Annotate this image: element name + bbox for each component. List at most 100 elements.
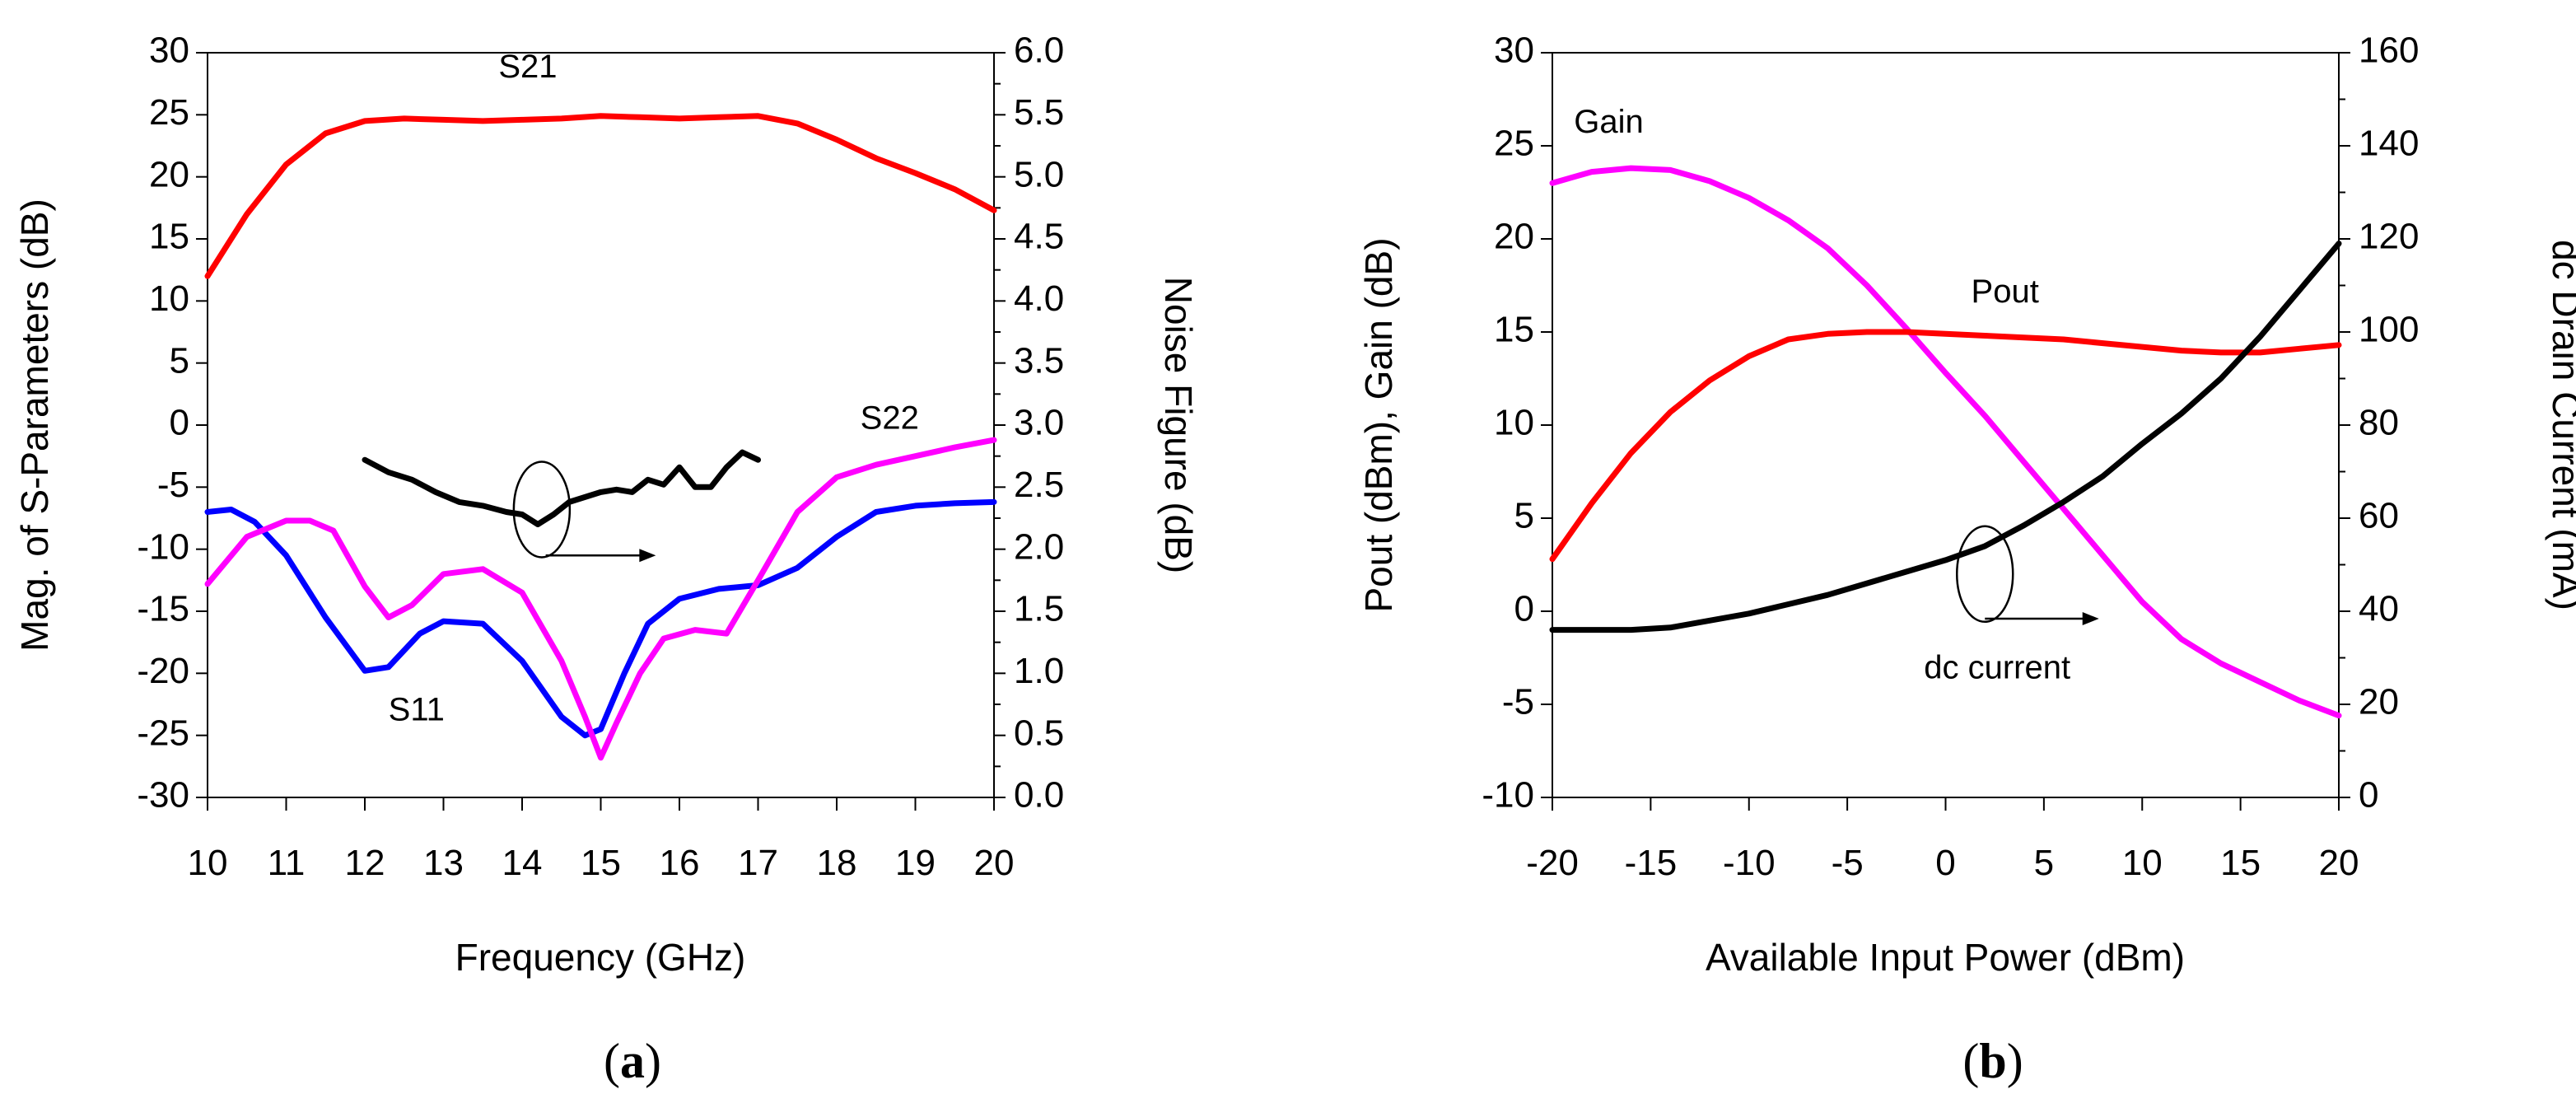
a-y2-tick-label: 4.0 [1014,278,1064,319]
panel-a-annotations: S21 S11 S22 [389,49,919,727]
a-y-tick-label: 10 [149,278,189,319]
a-y-tick-label: 25 [149,92,189,133]
a-y2-tick-label: 5.5 [1014,92,1064,133]
panel-a-y-axis-title: Mag. of S-Parameters (dB) [13,199,56,652]
panel-a-ticks: 10 11 12 13 14 15 16 17 18 19 20 -30 -25 -20 -15 -10 -5 0… [137,30,1064,883]
b-y-tick-label: 0 [1514,589,1534,629]
b-y2-tick-label: 120 [2359,217,2419,257]
a-x-tick-label: 18 [817,843,857,883]
a-x-tick-label: 20 [974,843,1015,883]
b-x-tick-label: 10 [2122,843,2163,883]
a-y2-tick-label: 3.5 [1014,340,1064,381]
panel-a-caption: (a) [604,1034,661,1088]
b-y-tick-label: 25 [1494,124,1534,164]
a-y2-tick-label: 2.5 [1014,465,1064,505]
a-y-tick-label: -20 [137,651,189,691]
dc-current-arrowhead [2082,612,2099,626]
a-y-tick-label: 15 [149,217,189,257]
b-x-tick-label: 15 [2220,843,2261,883]
a-series-noise-figure [362,449,761,527]
panel-b-annotations: Gain Pout dc current [1574,104,2099,685]
b-y-tick-label: 30 [1494,30,1534,71]
s21-label: S21 [498,49,557,85]
panel-b-plot-frame [1552,52,2340,798]
a-y-tick-label: -25 [137,713,189,753]
panel-b-ticks: -20 -15 -10 -5 0 5 10 15 20-10-50510152025300204… [1482,30,2419,883]
b-y2-tick-label: 60 [2359,496,2399,536]
a-x-tick-label: 12 [345,843,385,883]
b-series-pout [1549,329,2342,563]
a-x-tick-label: 14 [502,843,543,883]
b-y-tick-label: -5 [1502,682,1534,722]
a-x-tick-label: 15 [581,843,621,883]
dc-current-label: dc current [1924,649,2070,685]
panel-a-x-axis-title: Frequency (GHz) [455,936,746,979]
b-y2-tick-label: 20 [2359,682,2399,722]
a-x-tick-label: 13 [423,843,464,883]
a-x-tick-label: 11 [268,843,306,883]
a-y-tick-label: 0 [170,403,189,443]
b-y2-tick-label: 100 [2359,310,2419,350]
a-y2-tick-label: 3.0 [1014,403,1064,443]
pout-label: Pout [1972,273,2039,310]
panel-b-caption: (b) [1962,1034,2023,1088]
a-x-tick-label: 17 [738,843,778,883]
panel-b-x-axis-title: Available Input Power (dBm) [1706,936,2185,979]
a-y2-tick-label: 1.5 [1014,589,1064,629]
a-y-tick-label: 20 [149,154,189,194]
panel-b-series [1549,165,2342,719]
b-x-tick-label: 20 [2319,843,2359,883]
a-y2-tick-label: 1.0 [1014,651,1064,691]
b-y2-tick-label: 80 [2359,403,2399,443]
b-x-tick-label: -15 [1625,843,1678,883]
s11-label: S11 [389,692,445,728]
a-y-tick-label: -30 [137,775,189,816]
a-y2-tick-label: 4.5 [1014,217,1064,257]
b-x-tick-label: 5 [2034,843,2054,883]
b-y-tick-label: 15 [1494,310,1534,350]
a-x-tick-label: 10 [188,843,228,883]
panel-b-y-axis-title: Pout (dBm), Gain (dB) [1357,237,1400,612]
a-series-s21 [204,113,997,279]
a-y-tick-label: -10 [137,526,189,567]
noise-figure-ellipse-marker [512,460,572,559]
b-y-tick-label: 20 [1494,217,1534,257]
b-y2-tick-label: 160 [2359,30,2419,71]
panel-b-chart: -20 -15 -10 -5 0 5 10 15 20-10-50510152025300204… [1357,30,2576,1088]
a-y2-tick-label: 0.5 [1014,713,1064,753]
a-series-s11 [204,498,997,739]
b-series-gain [1549,165,2342,719]
a-y2-tick-label: 6.0 [1014,30,1064,71]
a-y-tick-label: -15 [137,589,189,629]
panel-b-y2-axis-title: dc Drain Current (mA) [2545,240,2576,610]
b-y2-tick-label: 140 [2359,124,2419,164]
b-y-tick-label: -10 [1482,775,1534,816]
b-y-tick-label: 5 [1514,496,1534,536]
a-y-tick-label: 5 [170,340,189,381]
a-y2-tick-label: 0.0 [1014,775,1064,816]
b-x-tick-label: -10 [1723,843,1776,883]
gain-label: Gain [1574,104,1644,140]
b-x-tick-label: 0 [1935,843,1955,883]
s22-label: S22 [861,400,919,437]
a-x-tick-label: 16 [660,843,700,883]
b-y2-tick-label: 0 [2359,775,2378,816]
panel-a-chart: 10 11 12 13 14 15 16 17 18 19 20 -30 -25 -20 -15 -10 -5 0… [13,30,1200,1088]
dc-current-ellipse-marker [1956,525,2014,624]
panel-a-series [204,113,997,761]
a-y-tick-label: -5 [157,465,189,505]
b-y-tick-label: 10 [1494,403,1534,443]
noise-figure-arrowhead [639,549,656,563]
a-x-tick-label: 19 [895,843,936,883]
b-series-dc-current [1549,241,2342,633]
a-y-tick-label: 30 [149,30,189,71]
a-series-s22 [204,437,997,761]
b-y2-tick-label: 40 [2359,589,2399,629]
panel-a-plot-frame [207,52,995,798]
panel-a-y2-axis-title: Noise Figure (dB) [1157,277,1200,573]
b-x-tick-label: -20 [1526,843,1579,883]
a-y2-tick-label: 2.0 [1014,526,1064,567]
b-x-tick-label: -5 [1832,843,1864,883]
a-y2-tick-label: 5.0 [1014,154,1064,194]
